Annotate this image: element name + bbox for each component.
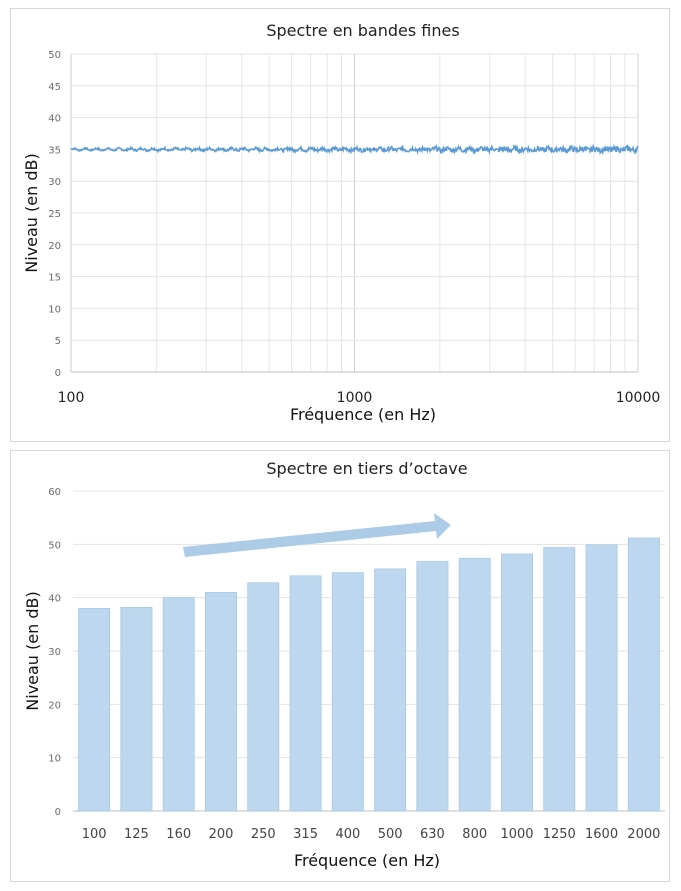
- bar: [247, 582, 280, 812]
- x-tick-label: 200: [209, 827, 234, 842]
- x-tick-label: 1600: [585, 827, 618, 842]
- x-axis-title: Fréquence (en Hz): [294, 851, 440, 870]
- bar: [374, 568, 407, 812]
- bar: [78, 608, 111, 812]
- y-tick-label: 45: [48, 82, 61, 93]
- y-tick-label: 15: [48, 273, 61, 284]
- x-tick-label: 500: [378, 827, 403, 842]
- x-tick-label: 250: [251, 827, 276, 842]
- x-tick-label: 630: [420, 827, 445, 842]
- bar: [162, 597, 195, 812]
- x-tick-label: 100: [82, 827, 107, 842]
- x-tick-label: 125: [124, 827, 149, 842]
- bar: [501, 553, 533, 812]
- bar: [543, 547, 576, 812]
- x-tick-label: 1000: [500, 827, 533, 842]
- x-tick-label: 800: [462, 827, 487, 842]
- y-tick-label: 0: [55, 368, 61, 379]
- x-tick-label: 315: [293, 827, 318, 842]
- arrow-shape: [183, 513, 451, 557]
- y-tick-label: 30: [48, 647, 61, 658]
- x-tick-label: 1000: [337, 390, 373, 406]
- y-axis-title: Niveau (en dB): [23, 591, 42, 710]
- x-tick-label: 2000: [627, 827, 660, 842]
- bar: [627, 537, 660, 812]
- y-tick-label: 40: [48, 114, 61, 125]
- chart-title: Spectre en tiers d’octave: [266, 459, 467, 478]
- x-tick-label: 100: [58, 390, 85, 406]
- bar: [585, 544, 618, 812]
- y-tick-label: 5: [55, 336, 61, 347]
- bar: [331, 572, 364, 812]
- x-tick-label: 400: [335, 827, 360, 842]
- bar: [289, 575, 322, 812]
- x-axis-title: Fréquence (en Hz): [290, 405, 436, 424]
- x-tick-label: 10000: [616, 390, 661, 406]
- y-tick-label: 10: [48, 304, 61, 315]
- y-tick-label: 50: [48, 50, 61, 61]
- bar: [458, 557, 491, 812]
- bar: [205, 592, 237, 812]
- y-tick-label: 50: [48, 540, 61, 551]
- chart-title: Spectre en bandes fines: [266, 21, 459, 40]
- y-tick-label: 60: [48, 487, 61, 498]
- y-tick-label: 25: [48, 209, 61, 220]
- spectrum-line: [70, 143, 639, 156]
- y-tick-label: 10: [48, 754, 61, 765]
- x-tick-label: 1250: [543, 827, 576, 842]
- bar: [120, 606, 153, 812]
- narrowband-chart: Spectre en bandes fines 0 5 10 15 20 25 30 35 40 4…: [22, 21, 661, 424]
- bar: [416, 561, 449, 812]
- y-tick-label: 40: [48, 594, 61, 605]
- y-tick-label: 20: [48, 241, 61, 252]
- y-tick-label: 20: [48, 700, 61, 711]
- annotation-arrow: +3dB / octave: [183, 501, 451, 557]
- third-octave-chart-panel: Spectre en tiers d’octave 0 10 20 30 40 50 60 10…: [10, 450, 670, 882]
- narrowband-chart-panel: Spectre en bandes fines 0 5 10 15 20 25 30 35 40 4…: [10, 8, 670, 442]
- y-tick-label: 35: [48, 145, 61, 156]
- y-tick-label: 30: [48, 177, 61, 188]
- y-tick-label: 0: [55, 807, 61, 818]
- y-axis-title: Niveau (en dB): [22, 153, 41, 272]
- third-octave-chart: Spectre en tiers d’octave 0 10 20 30 40 50 60 10…: [23, 459, 665, 870]
- gridlines: [70, 53, 639, 373]
- x-tick-label: 160: [166, 827, 191, 842]
